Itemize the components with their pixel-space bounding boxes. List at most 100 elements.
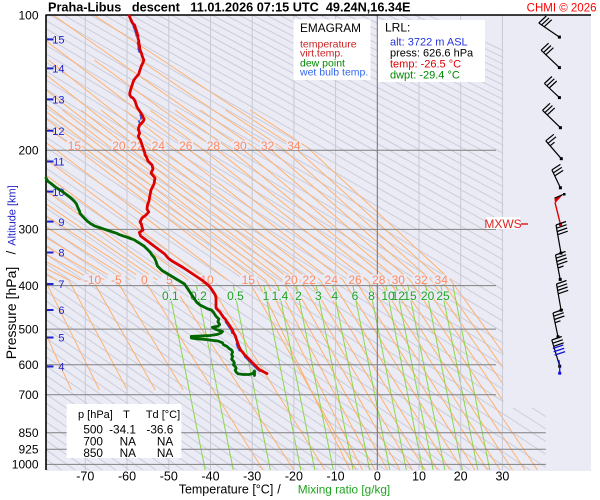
svg-text:1000: 1000 xyxy=(12,458,39,472)
svg-text:34: 34 xyxy=(435,273,449,287)
svg-text:CHMI © 2026: CHMI © 2026 xyxy=(527,3,597,15)
svg-text:26: 26 xyxy=(348,273,362,287)
svg-text:10: 10 xyxy=(52,187,64,199)
svg-text:20: 20 xyxy=(421,289,435,303)
svg-text:Pressure [hPa]: Pressure [hPa] xyxy=(3,267,19,360)
svg-text:11: 11 xyxy=(53,157,64,169)
svg-text:500: 500 xyxy=(18,322,38,336)
svg-text:press: 626.6 hPa: press: 626.6 hPa xyxy=(390,47,474,59)
svg-text:Temperature [°C]: Temperature [°C] xyxy=(179,483,274,497)
svg-text:600: 600 xyxy=(18,358,38,372)
svg-text:26: 26 xyxy=(179,139,193,153)
svg-text:15: 15 xyxy=(52,35,64,47)
svg-text:alt: 3722 m ASL: alt: 3722 m ASL xyxy=(390,36,468,48)
svg-text:-30: -30 xyxy=(243,470,261,484)
svg-text:Altitude [km]: Altitude [km] xyxy=(7,185,19,246)
svg-text:0.1: 0.1 xyxy=(162,289,179,303)
svg-text:10: 10 xyxy=(412,470,426,484)
svg-text:5: 5 xyxy=(58,333,64,345)
svg-text:dwpt: -29.4 °C: dwpt: -29.4 °C xyxy=(390,69,460,81)
svg-text:-40: -40 xyxy=(201,470,219,484)
svg-text:temp: -26.5 °C: temp: -26.5 °C xyxy=(390,58,461,70)
svg-text:25: 25 xyxy=(436,289,450,303)
svg-text:925: 925 xyxy=(18,443,38,457)
svg-text:T: T xyxy=(123,409,130,421)
svg-text:2: 2 xyxy=(295,289,302,303)
svg-text:-70: -70 xyxy=(76,470,94,484)
svg-text:24: 24 xyxy=(152,139,166,153)
svg-text:-60: -60 xyxy=(118,470,136,484)
svg-text:28: 28 xyxy=(372,273,386,287)
svg-text:700: 700 xyxy=(18,388,38,402)
svg-text:15: 15 xyxy=(242,273,256,287)
svg-text:p [hPa]: p [hPa] xyxy=(78,409,113,421)
svg-text:32: 32 xyxy=(261,139,275,153)
svg-text:-34.1: -34.1 xyxy=(109,422,136,436)
svg-text:4: 4 xyxy=(58,362,64,374)
svg-text:5: 5 xyxy=(166,273,173,287)
svg-text:dew point: dew point xyxy=(300,57,345,69)
svg-text:10: 10 xyxy=(381,289,395,303)
svg-text:1.4: 1.4 xyxy=(272,289,289,303)
svg-text:13: 13 xyxy=(52,95,64,107)
svg-text:0: 0 xyxy=(374,470,381,484)
svg-text:6: 6 xyxy=(352,289,359,303)
svg-text:-50: -50 xyxy=(160,470,178,484)
svg-text:12: 12 xyxy=(392,289,406,303)
svg-text:MXWS: MXWS xyxy=(484,217,521,231)
svg-text:-5: -5 xyxy=(111,273,122,287)
svg-text:Mixing ratio [g/kg]: Mixing ratio [g/kg] xyxy=(298,483,390,497)
svg-text:24: 24 xyxy=(325,273,339,287)
svg-text:0.5: 0.5 xyxy=(227,289,244,303)
svg-text:100: 100 xyxy=(18,8,38,22)
svg-text:200: 200 xyxy=(18,144,38,158)
svg-text:virt.temp.: virt.temp. xyxy=(300,48,343,60)
svg-text:850: 850 xyxy=(83,446,103,460)
svg-text:20: 20 xyxy=(112,139,126,153)
svg-text:1: 1 xyxy=(263,289,270,303)
svg-text:NA: NA xyxy=(157,446,174,460)
svg-text:850: 850 xyxy=(18,426,38,440)
svg-text:3: 3 xyxy=(315,289,322,303)
svg-text:500: 500 xyxy=(83,422,103,436)
svg-text:NA: NA xyxy=(120,434,137,448)
svg-text:20: 20 xyxy=(284,273,298,287)
svg-text:32: 32 xyxy=(414,273,428,287)
svg-text:4: 4 xyxy=(331,289,338,303)
svg-text:28: 28 xyxy=(207,139,221,153)
svg-text:-10: -10 xyxy=(84,273,102,287)
svg-text:300: 300 xyxy=(18,223,38,237)
svg-text:NA: NA xyxy=(120,446,137,460)
svg-text:NA: NA xyxy=(157,434,174,448)
svg-text:400: 400 xyxy=(18,279,38,293)
svg-text:15: 15 xyxy=(68,139,82,153)
svg-text:7: 7 xyxy=(58,279,64,291)
svg-text:12: 12 xyxy=(52,126,64,138)
svg-text:30: 30 xyxy=(495,470,509,484)
svg-text:EMAGRAM: EMAGRAM xyxy=(300,21,361,35)
svg-text:9: 9 xyxy=(58,217,64,229)
svg-text:10: 10 xyxy=(200,273,214,287)
svg-text:6: 6 xyxy=(58,305,64,317)
svg-text:wet bulb temp.: wet bulb temp. xyxy=(299,66,368,78)
svg-text:-10: -10 xyxy=(327,470,345,484)
svg-text:14: 14 xyxy=(52,64,64,76)
svg-text:34: 34 xyxy=(287,139,301,153)
svg-text:-36.6: -36.6 xyxy=(146,422,173,436)
svg-text:15: 15 xyxy=(403,289,417,303)
svg-text:/: / xyxy=(4,250,19,254)
svg-text:temperature: temperature xyxy=(300,38,357,50)
svg-text:-20: -20 xyxy=(285,470,303,484)
svg-text:/: / xyxy=(277,483,281,497)
svg-text:0: 0 xyxy=(141,273,148,287)
svg-text:30: 30 xyxy=(392,273,406,287)
svg-text:20: 20 xyxy=(454,470,468,484)
svg-text:8: 8 xyxy=(58,248,64,260)
svg-text:30: 30 xyxy=(233,139,247,153)
svg-text:Praha-Libus descent 11.01.: Praha-Libus descent 11.01.2026 07:15 UTC… xyxy=(48,1,411,15)
svg-text:Td [°C]: Td [°C] xyxy=(146,409,180,421)
svg-text:LRL:: LRL: xyxy=(385,20,410,34)
svg-text:22: 22 xyxy=(303,273,317,287)
svg-text:8: 8 xyxy=(368,289,375,303)
svg-text:700: 700 xyxy=(83,434,103,448)
